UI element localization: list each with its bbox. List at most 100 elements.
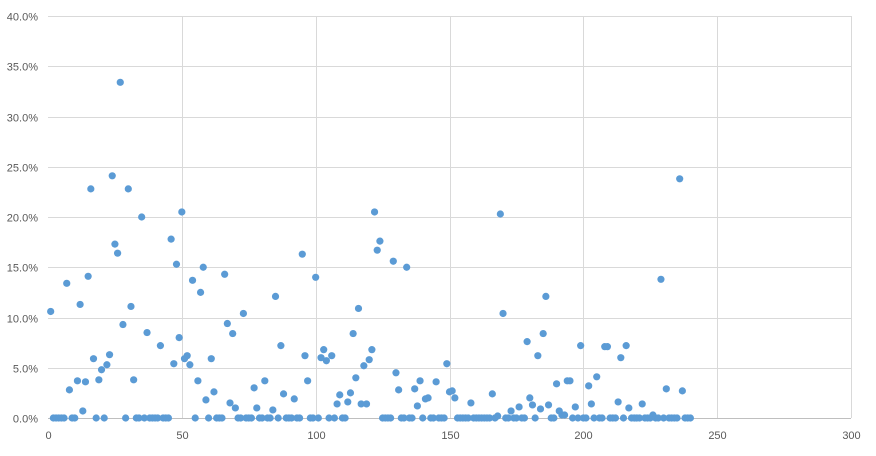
data-point <box>266 414 274 422</box>
data-point <box>79 407 87 415</box>
data-point <box>296 414 304 422</box>
data-point <box>577 342 585 350</box>
data-point <box>105 351 114 359</box>
data-point <box>346 389 355 397</box>
data-point <box>298 250 306 258</box>
data-point <box>344 398 352 406</box>
data-point <box>467 399 475 407</box>
data-point <box>504 414 512 422</box>
data-point <box>550 414 558 422</box>
data-point <box>223 319 231 328</box>
data-point <box>322 357 330 365</box>
data-point <box>103 361 111 369</box>
data-point <box>349 329 357 338</box>
data-point <box>119 320 127 329</box>
data-point <box>523 338 531 346</box>
data-point <box>448 387 456 395</box>
y-tick-label: 10.0% <box>7 314 38 326</box>
data-point <box>116 78 124 86</box>
data-point <box>598 414 606 422</box>
data-point <box>590 414 598 422</box>
data-point <box>191 414 199 422</box>
data-point <box>167 235 175 243</box>
data-point <box>660 414 668 422</box>
data-point <box>673 414 681 422</box>
x-axis-tick-labels: 0 50 100 150 200 250 300 <box>45 430 860 442</box>
data-point <box>611 414 620 422</box>
data-point <box>619 414 628 422</box>
x-tick-label: 100 <box>307 430 325 442</box>
data-point <box>678 387 686 395</box>
data-point <box>183 352 191 360</box>
y-tick-label: 35.0% <box>7 62 38 74</box>
data-point <box>542 292 550 300</box>
data-point <box>654 414 662 422</box>
data-point <box>662 385 670 393</box>
data-point <box>411 385 419 393</box>
x-tick-label: 200 <box>574 430 592 442</box>
data-point <box>269 406 277 414</box>
data-point <box>496 210 504 218</box>
data-point <box>432 378 440 386</box>
data-point <box>250 384 258 392</box>
data-point <box>188 276 197 284</box>
x-tick-label: 250 <box>708 430 726 442</box>
data-point <box>210 388 218 396</box>
data-point <box>194 377 202 385</box>
data-point <box>186 361 194 369</box>
data-point <box>536 405 545 413</box>
data-point <box>164 414 173 422</box>
data-point <box>354 304 363 313</box>
data-point <box>154 414 162 422</box>
data-point <box>317 354 325 362</box>
data-point <box>325 414 333 422</box>
data-point <box>526 394 534 402</box>
data-point <box>341 414 349 422</box>
data-point <box>488 390 496 398</box>
data-point <box>274 414 282 422</box>
data-point <box>408 414 416 422</box>
y-tick-label: 15.0% <box>7 263 38 275</box>
data-point <box>258 414 266 422</box>
data-point <box>676 175 684 183</box>
data-point <box>507 407 515 415</box>
data-point <box>512 414 521 422</box>
data-point <box>312 273 320 281</box>
data-point <box>226 399 234 407</box>
y-tick-label: 40.0% <box>7 12 38 24</box>
data-point <box>261 377 269 385</box>
data-point <box>196 288 205 296</box>
data-point <box>314 414 322 422</box>
data-point <box>73 377 82 385</box>
data-point <box>395 386 403 394</box>
data-point <box>140 414 148 422</box>
data-point <box>443 360 451 368</box>
data-point <box>81 378 90 386</box>
data-point <box>520 414 529 422</box>
data-point <box>560 411 569 419</box>
data-point <box>156 342 165 350</box>
data-point <box>638 400 646 408</box>
data-point <box>429 414 438 422</box>
data-point <box>71 414 79 422</box>
data-point <box>138 213 146 221</box>
data-point <box>333 400 341 408</box>
data-point <box>539 329 547 338</box>
data-point <box>84 272 92 280</box>
data-point <box>494 412 502 420</box>
x-tick-label: 300 <box>842 430 860 442</box>
data-point <box>419 414 427 422</box>
data-point <box>87 185 95 193</box>
data-point <box>373 246 381 254</box>
data-point <box>635 414 644 422</box>
y-axis-tick-labels: 0.0% 5.0% 10.0% 15.0% 20.0% 25.0% 30.0% 35.0% 40… <box>7 12 38 426</box>
data-point <box>614 398 622 406</box>
data-point <box>528 401 537 409</box>
data-point <box>89 355 98 363</box>
data-point <box>400 414 408 422</box>
data-point <box>582 414 590 422</box>
data-point <box>63 279 71 287</box>
data-points <box>47 78 695 422</box>
y-tick-label: 0.0% <box>13 414 38 426</box>
data-point <box>271 292 280 300</box>
